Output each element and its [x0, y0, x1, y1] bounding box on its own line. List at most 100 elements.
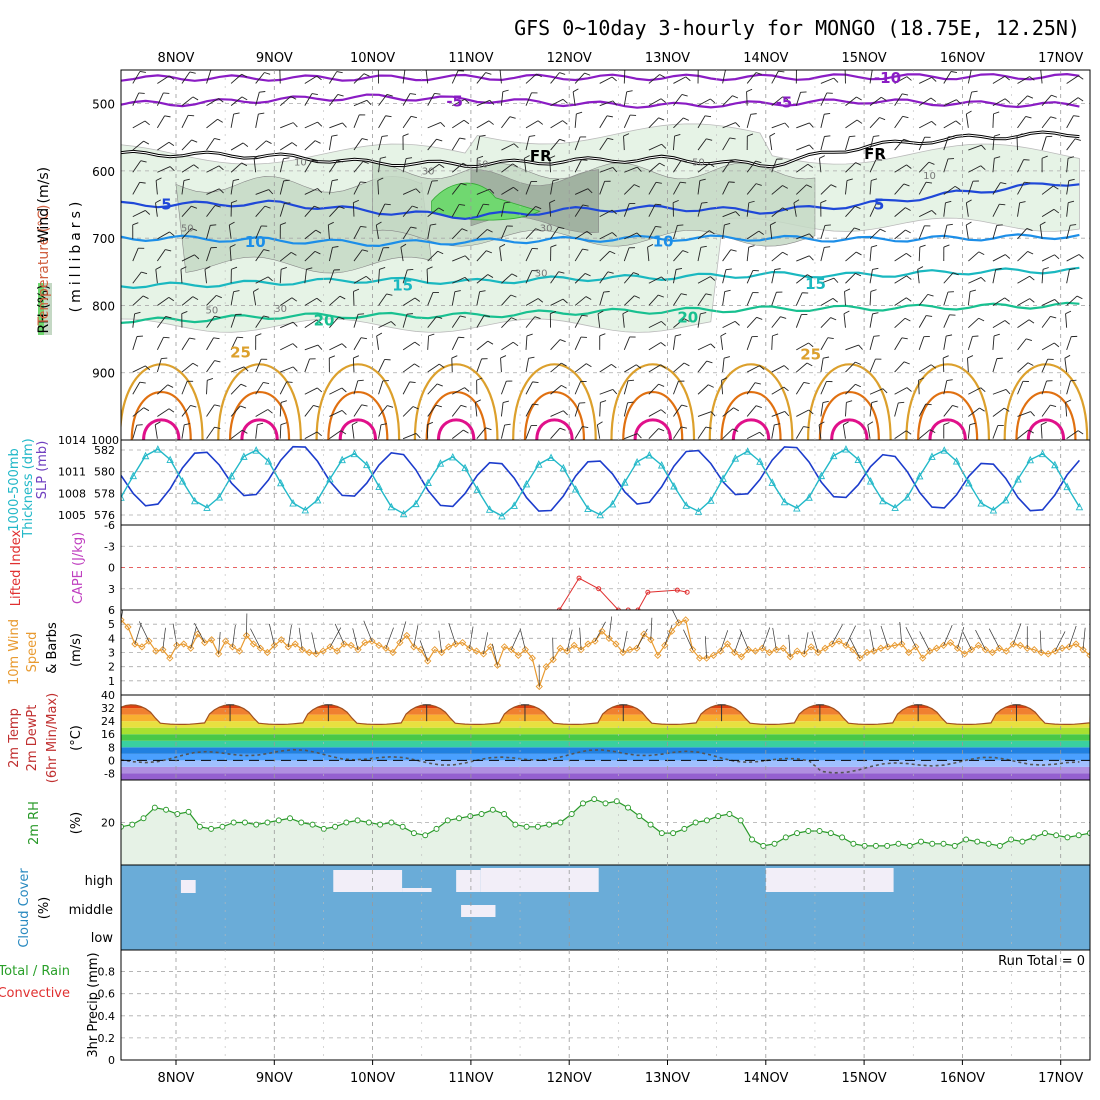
wind-barb	[844, 291, 846, 306]
wind-barb-flag	[683, 117, 690, 121]
wind-barb	[402, 116, 412, 129]
wind-barb	[746, 202, 750, 217]
wind-barb-flag	[681, 160, 688, 163]
wind-speed-marker	[291, 640, 299, 648]
freezing-line-inner	[121, 131, 1080, 168]
wind-barb	[1041, 185, 1054, 195]
wind-barb-flag	[362, 161, 369, 164]
wind-axis-title: Speed	[25, 632, 40, 673]
wind-barb-flag	[849, 135, 856, 138]
wind-barb	[1066, 430, 1079, 440]
lifted-marker	[576, 575, 582, 581]
wind-barb-flag	[758, 230, 764, 235]
wind-barb	[549, 158, 552, 173]
wind-barb	[206, 337, 214, 351]
temp-band	[121, 773, 1090, 780]
wind-barb-flag	[451, 355, 458, 359]
wind-barb	[697, 115, 706, 129]
wind-barb-flag	[647, 244, 654, 248]
wind-barb-flag	[993, 111, 1000, 115]
wind-barb-flag	[253, 155, 260, 159]
wind-barb	[594, 621, 606, 642]
wind-barb-flag	[154, 421, 161, 426]
wind-speed-marker	[556, 644, 564, 652]
thickness-marker	[203, 503, 211, 511]
wind-barb-flag	[438, 207, 445, 212]
diurnal-contour	[928, 418, 967, 440]
wind-barb	[1041, 136, 1047, 151]
wind-barb	[623, 295, 635, 306]
wind-barb-flag	[780, 316, 787, 319]
wind-barb	[820, 184, 832, 195]
date-label-bottom: 13NOV	[645, 1071, 690, 1086]
wind-barb	[230, 142, 244, 151]
wind-barb-flag	[582, 426, 589, 429]
rh-marker	[647, 821, 654, 828]
wind-barb	[1041, 316, 1051, 328]
wind-barb	[992, 335, 995, 350]
wind-barb	[476, 188, 490, 195]
wind-barb	[739, 629, 749, 650]
upper-air-axis-title-part: Temperature (°C)	[36, 205, 52, 327]
wind-barb	[378, 115, 386, 129]
wind-barb	[992, 136, 995, 151]
wind-barb	[550, 72, 560, 84]
wind-barb-flag	[488, 120, 494, 125]
wind-barb-flag	[879, 117, 886, 121]
rh-marker	[332, 823, 339, 830]
wind-barb-flag	[460, 404, 467, 408]
wind-speed-marker	[542, 663, 550, 671]
wind-barb	[1017, 76, 1030, 84]
thickness-marker	[547, 453, 555, 461]
wind-barb	[206, 118, 218, 129]
wind-barb-flag	[729, 137, 736, 140]
wind-barb	[771, 251, 783, 262]
wind-barb	[525, 316, 536, 328]
rh-marker	[1064, 834, 1071, 841]
contour-label: -5	[776, 93, 793, 111]
contour-label: 20	[677, 309, 698, 327]
diurnal-contour	[731, 418, 771, 440]
wind-barb	[1066, 336, 1072, 351]
thickness-axis-title: 1000-500mb	[7, 448, 22, 532]
slp-tick: 1014	[58, 434, 86, 447]
rh-marker	[580, 800, 586, 807]
wind-barb-flag	[623, 133, 630, 137]
wind-barb-flag	[844, 288, 851, 292]
wind-barb	[181, 180, 185, 195]
wind-barb-flag	[341, 410, 347, 415]
wind-barb	[402, 226, 412, 240]
lifted-index-line	[637, 589, 688, 610]
precip-tick: 0.2	[98, 1032, 116, 1045]
wind-barb-flag	[264, 205, 271, 209]
wind-barb	[132, 210, 146, 218]
wind-barb	[550, 120, 563, 129]
date-label-bottom: 9NOV	[256, 1071, 293, 1086]
rh-marker	[388, 819, 395, 826]
diurnal-contour	[1026, 418, 1066, 440]
wind-barb-flag	[510, 294, 517, 298]
wind-barb-flag	[464, 255, 470, 261]
wind-barb-flag	[748, 200, 755, 204]
wind-barb-flag	[168, 297, 175, 302]
wind-speed-marker	[779, 644, 787, 652]
rh-marker	[636, 813, 643, 820]
wind-barb-flag	[414, 363, 420, 368]
wind-barb-flag	[436, 138, 443, 142]
wind-barb-flag	[526, 333, 533, 337]
wind-barb	[622, 313, 625, 328]
wind-barb-flag	[855, 162, 862, 166]
wind-barb	[304, 229, 317, 240]
wind-barb-flag	[709, 230, 715, 235]
wind-barb	[796, 144, 810, 151]
wind-barb-flag	[427, 421, 434, 426]
wind-barb	[967, 91, 973, 106]
wind-barb	[697, 313, 701, 328]
wind-barb-flag	[1054, 342, 1060, 348]
wind-barb	[132, 160, 142, 173]
wind-barb	[894, 402, 899, 417]
wind-barb	[673, 404, 682, 417]
wind-barb	[304, 431, 318, 440]
wind-barb	[722, 224, 725, 239]
wind-barb-flag	[925, 403, 932, 406]
